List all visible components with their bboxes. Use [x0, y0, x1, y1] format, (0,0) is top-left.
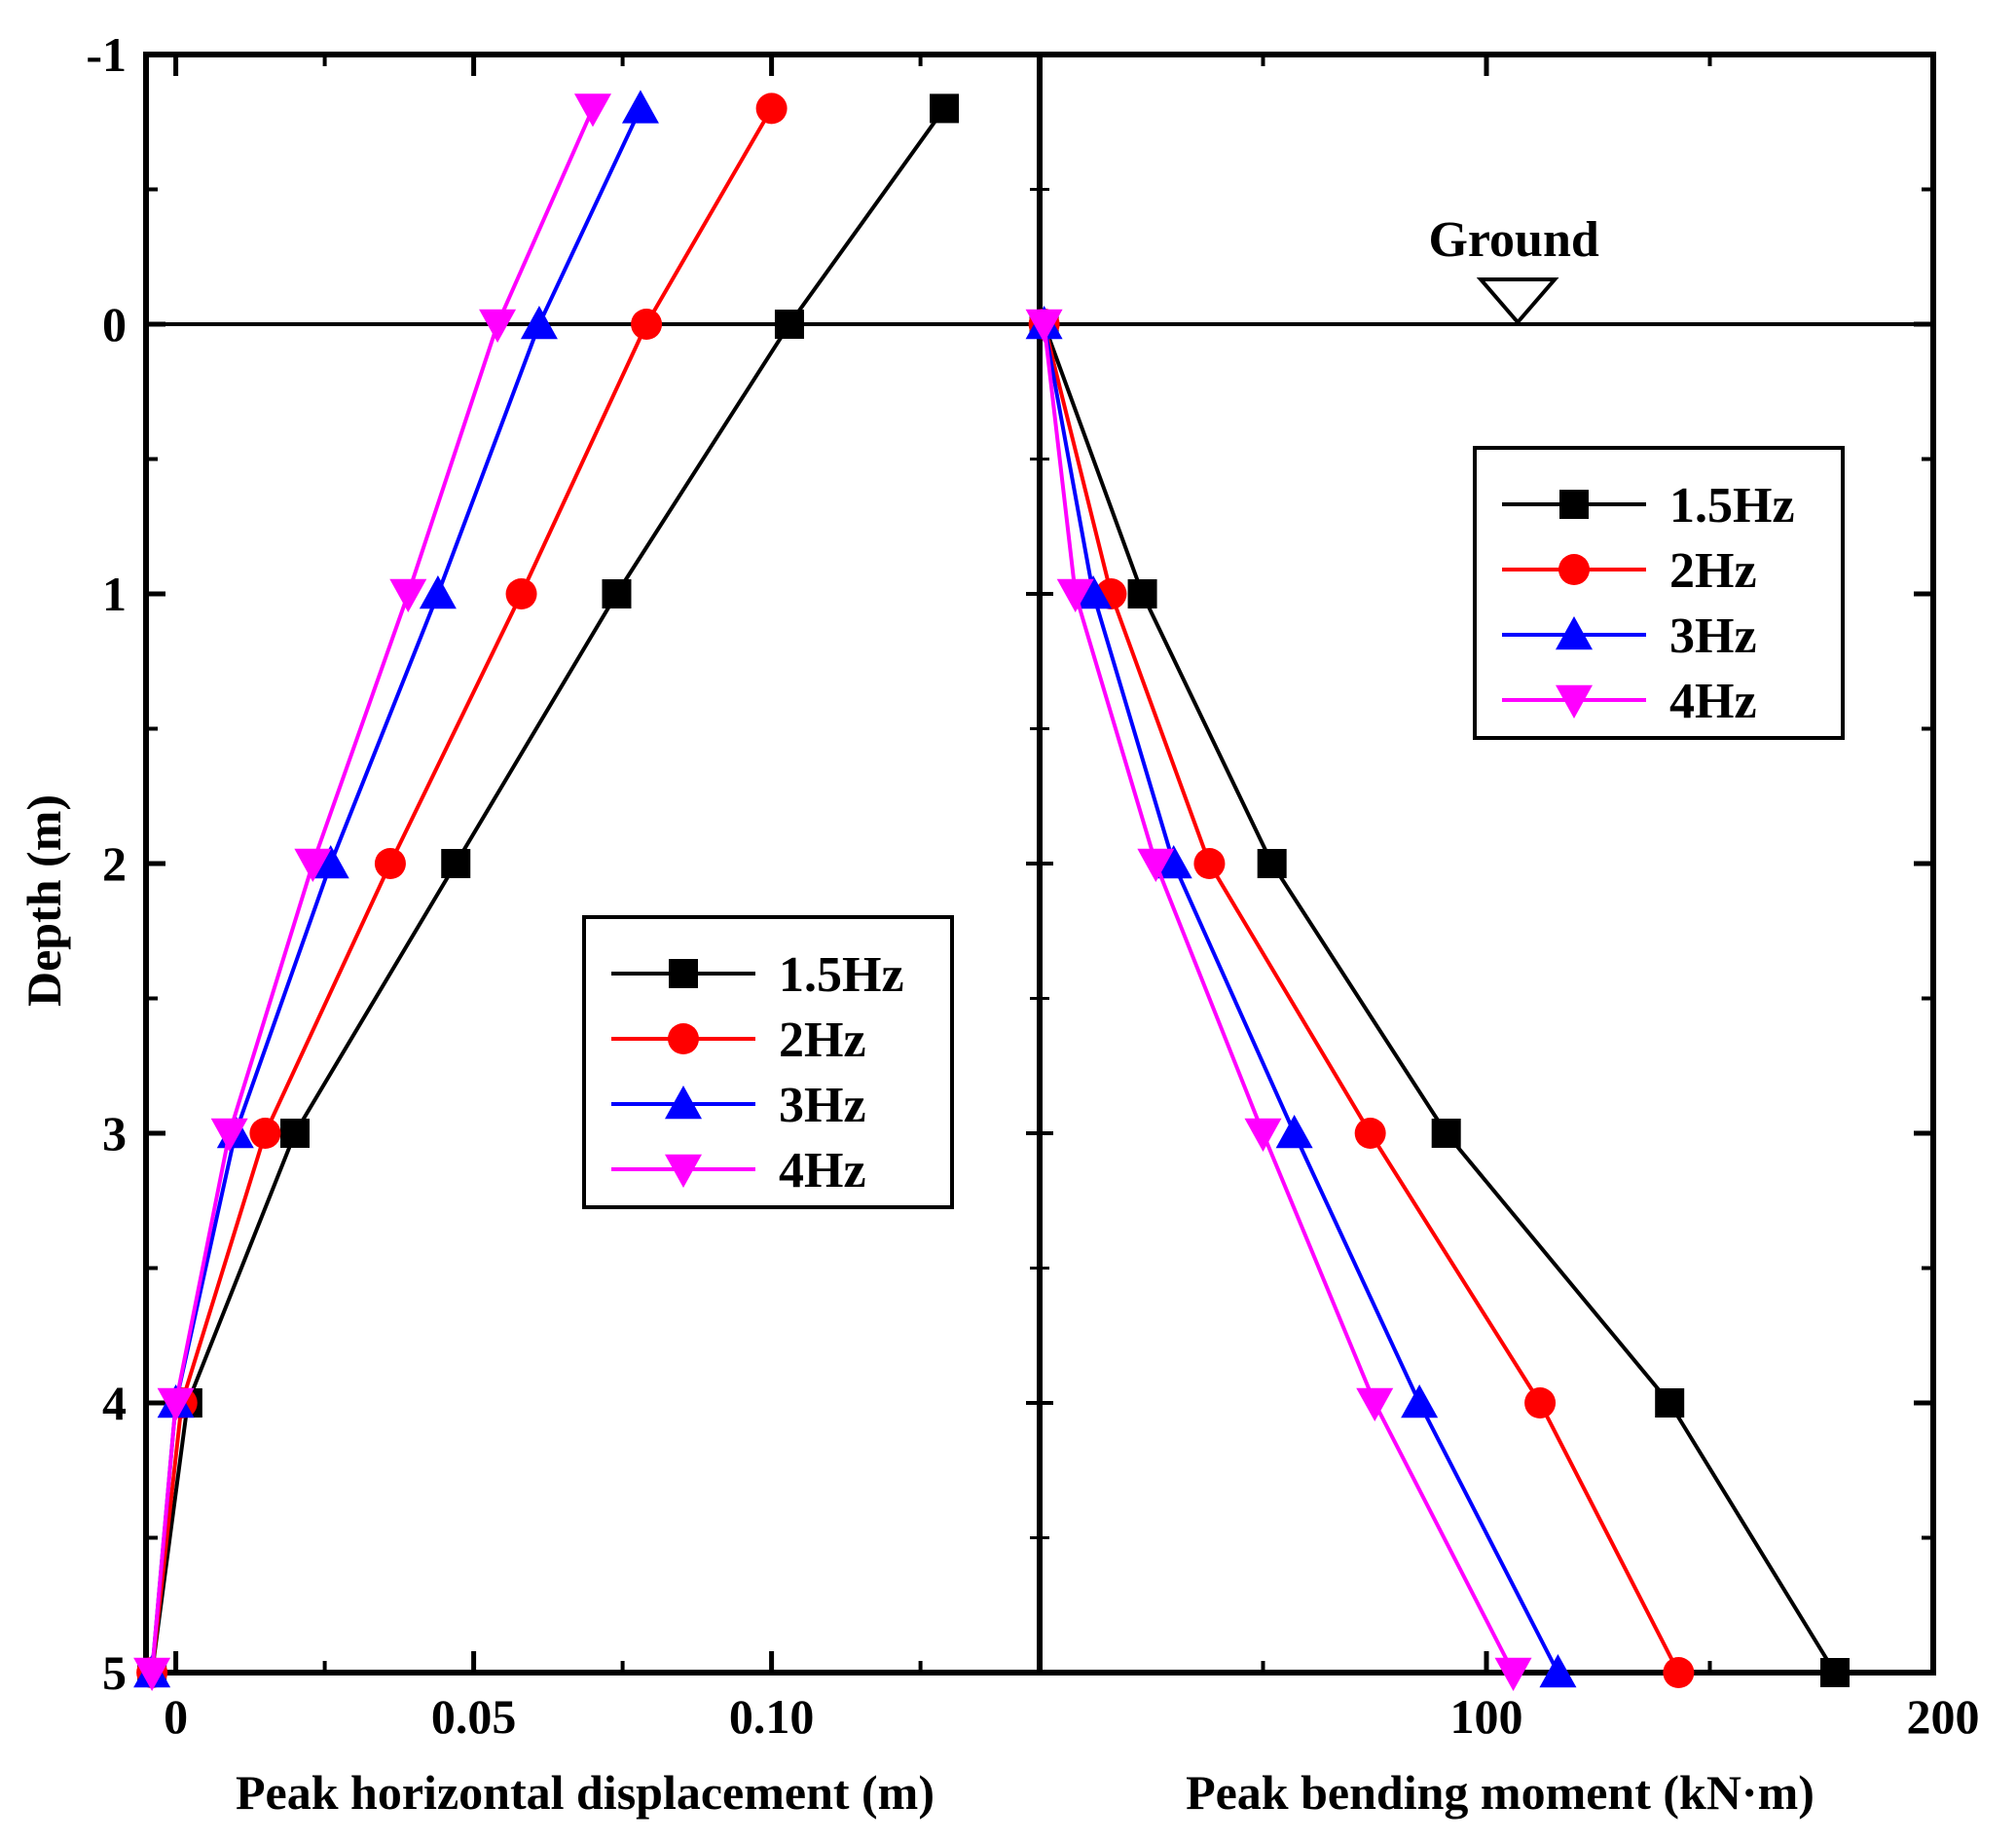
- data-point: [210, 1118, 248, 1152]
- x-tick-label: 0.10: [729, 1689, 815, 1744]
- data-point: [574, 93, 611, 128]
- data-point: [1539, 1654, 1577, 1688]
- data-point: [774, 310, 804, 339]
- series-line: [1042, 323, 1681, 1674]
- series-3Hz-panel-0: [133, 90, 659, 1688]
- y-tick-label: 5: [102, 1645, 127, 1700]
- series-line: [150, 107, 946, 1674]
- x-tick-label: 100: [1450, 1689, 1523, 1744]
- data-point: [249, 1118, 281, 1149]
- data-point: [520, 306, 558, 340]
- data-point: [479, 309, 517, 343]
- y-tick-label: 2: [102, 836, 127, 891]
- series-2Hz-panel-1: [1028, 309, 1695, 1688]
- series-layer: [133, 90, 1851, 1691]
- y-tick-label: 0: [102, 297, 127, 351]
- legend-left: 1.5Hz 2Hz 3Hz 4Hz: [582, 915, 954, 1209]
- y-tick-label: 4: [102, 1376, 127, 1430]
- data-point: [374, 848, 406, 879]
- series-line: [1042, 323, 1516, 1674]
- data-point: [1431, 1119, 1461, 1148]
- data-point: [1655, 1388, 1685, 1418]
- series-line: [150, 107, 595, 1674]
- legend-label: 2Hz: [1669, 543, 1757, 599]
- data-point: [1075, 575, 1113, 609]
- data-point: [930, 93, 960, 124]
- series-line: [150, 107, 642, 1674]
- x-axis-title-left: Peak horizontal displacement (m): [236, 1765, 935, 1820]
- ground-label: Ground: [1428, 212, 1598, 268]
- legend-marker-icon: [669, 959, 698, 988]
- data-point: [1401, 1384, 1439, 1418]
- legend-label: 1.5Hz: [779, 947, 904, 1003]
- data-point: [1524, 1387, 1557, 1418]
- data-point: [1494, 1657, 1532, 1691]
- data-point: [1244, 1118, 1282, 1152]
- data-point: [621, 90, 659, 124]
- data-point: [1820, 1658, 1851, 1687]
- data-point: [602, 579, 632, 608]
- series-3Hz-panel-1: [1025, 306, 1577, 1688]
- legend-box: [582, 915, 954, 1209]
- series-2Hz-panel-0: [136, 92, 788, 1688]
- data-point: [1155, 845, 1192, 879]
- x-tick-label: 0.05: [431, 1689, 517, 1744]
- data-point: [1137, 848, 1175, 882]
- data-point: [755, 92, 788, 125]
- legend-marker-icon: [1558, 554, 1590, 585]
- legend-marker-icon: [1556, 684, 1593, 718]
- legend-marker-icon: [665, 1086, 702, 1120]
- legend-label: 1.5Hz: [1669, 478, 1795, 534]
- data-point: [505, 578, 537, 609]
- data-point: [1354, 1118, 1386, 1149]
- data-point: [1193, 848, 1226, 879]
- y-axis-title: Depth (m): [17, 794, 71, 1007]
- chart-frame-layer: [143, 52, 1936, 1676]
- data-point: [1356, 1387, 1394, 1421]
- series-4Hz-panel-1: [1025, 309, 1532, 1691]
- data-point: [1025, 309, 1063, 343]
- legend-marker-icon: [1559, 490, 1589, 519]
- data-point: [1056, 578, 1094, 612]
- data-point: [1127, 579, 1157, 608]
- series-line: [150, 107, 774, 1674]
- legend-label: 3Hz: [779, 1078, 866, 1133]
- y-tick-label: -1: [86, 27, 127, 82]
- data-point: [133, 1657, 171, 1691]
- series-4Hz-panel-0: [133, 93, 611, 1691]
- series-line: [1042, 323, 1560, 1674]
- data-point: [280, 1119, 310, 1148]
- data-point: [631, 309, 663, 340]
- y-tick-label: 3: [102, 1106, 127, 1160]
- legend-label: 2Hz: [779, 1013, 866, 1068]
- ground-marker-icon: [1476, 277, 1559, 326]
- legend-label: 4Hz: [779, 1143, 866, 1198]
- data-point: [419, 575, 457, 609]
- x-tick-label: 200: [1907, 1689, 1980, 1744]
- series-1.5Hz-panel-1: [1029, 310, 1851, 1687]
- legend-box: [1473, 446, 1845, 740]
- data-point: [1257, 849, 1287, 878]
- data-point: [157, 1387, 195, 1421]
- legend-label: 3Hz: [1669, 608, 1757, 664]
- data-point: [294, 848, 332, 882]
- data-point: [389, 578, 427, 612]
- data-point: [312, 845, 349, 879]
- x-axis-title-right: Peak bending moment (kN·m): [1186, 1765, 1814, 1820]
- y-tick-label: 1: [102, 567, 127, 621]
- data-point: [441, 849, 471, 878]
- series-line: [1042, 323, 1837, 1675]
- legend-right: 1.5Hz 2Hz 3Hz 4Hz: [1473, 446, 1845, 740]
- data-point: [1275, 1115, 1313, 1149]
- x-tick-label: 0: [164, 1689, 188, 1744]
- legend-marker-icon: [665, 1154, 702, 1188]
- legend-marker-icon: [1556, 616, 1593, 650]
- legend-marker-icon: [668, 1023, 699, 1054]
- data-point: [1663, 1657, 1695, 1688]
- legend-label: 4Hz: [1669, 674, 1757, 729]
